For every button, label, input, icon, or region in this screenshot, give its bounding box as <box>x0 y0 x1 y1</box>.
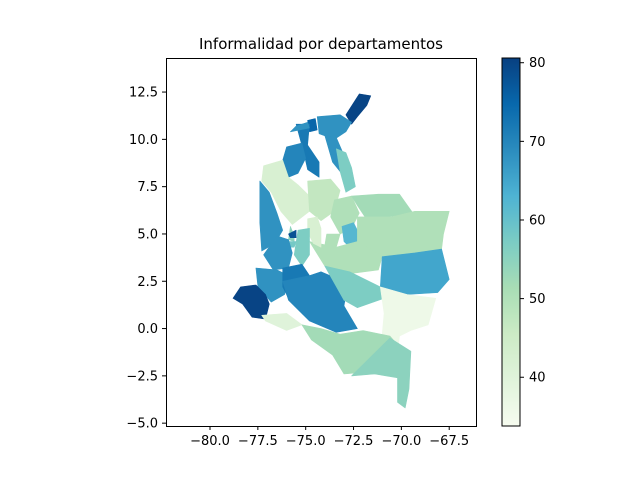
colorbar <box>501 57 521 427</box>
y-tick-label: 12.5 <box>129 86 158 101</box>
department-region <box>316 114 352 140</box>
y-tick-label: −2.5 <box>126 369 158 384</box>
y-tick-label: 2.5 <box>137 275 158 290</box>
colorbar-tick-label: 50 <box>529 292 546 307</box>
x-tick-label: −67.5 <box>429 434 469 449</box>
department-region <box>293 228 310 267</box>
x-tick-label: −77.5 <box>238 434 278 449</box>
map-regions <box>232 93 450 409</box>
colorbar-tick-label: 80 <box>529 56 546 71</box>
y-tick-label: 10.0 <box>129 133 158 148</box>
y-tick-label: 5.0 <box>137 227 158 242</box>
department-region <box>379 286 437 354</box>
x-tick-label: −72.5 <box>334 434 374 449</box>
colorbar-tick-label: 60 <box>529 213 546 228</box>
department-region <box>351 337 412 409</box>
x-axis: −80.0 −77.5 −75.0 −72.5 −70.0 −67.5 <box>190 426 469 449</box>
x-tick-label: −70.0 <box>381 434 421 449</box>
y-tick-label: 7.5 <box>137 180 158 195</box>
department-region <box>345 93 372 125</box>
department-region <box>261 313 303 331</box>
colorbar-tick-label: 40 <box>529 371 546 386</box>
department-region <box>290 122 310 133</box>
department-region <box>379 248 450 295</box>
x-tick-label: −80.0 <box>190 434 230 449</box>
x-tick-label: −75.0 <box>286 434 326 449</box>
colorbar-axis: 40 50 60 70 80 <box>520 56 546 386</box>
colorbar-tick-label: 70 <box>529 135 546 150</box>
department-region <box>288 229 297 238</box>
y-tick-label: −5.0 <box>126 417 158 432</box>
y-tick-label: 0.0 <box>137 322 158 337</box>
department-region <box>324 233 341 248</box>
y-axis: −5.0 −2.5 0.0 2.5 5.0 7.5 10.0 12.5 <box>126 86 166 432</box>
department-region <box>335 148 356 193</box>
department-region <box>351 193 414 218</box>
map-axes-frame <box>166 58 477 427</box>
chart-title: Informalidad por departamentos <box>199 35 443 53</box>
